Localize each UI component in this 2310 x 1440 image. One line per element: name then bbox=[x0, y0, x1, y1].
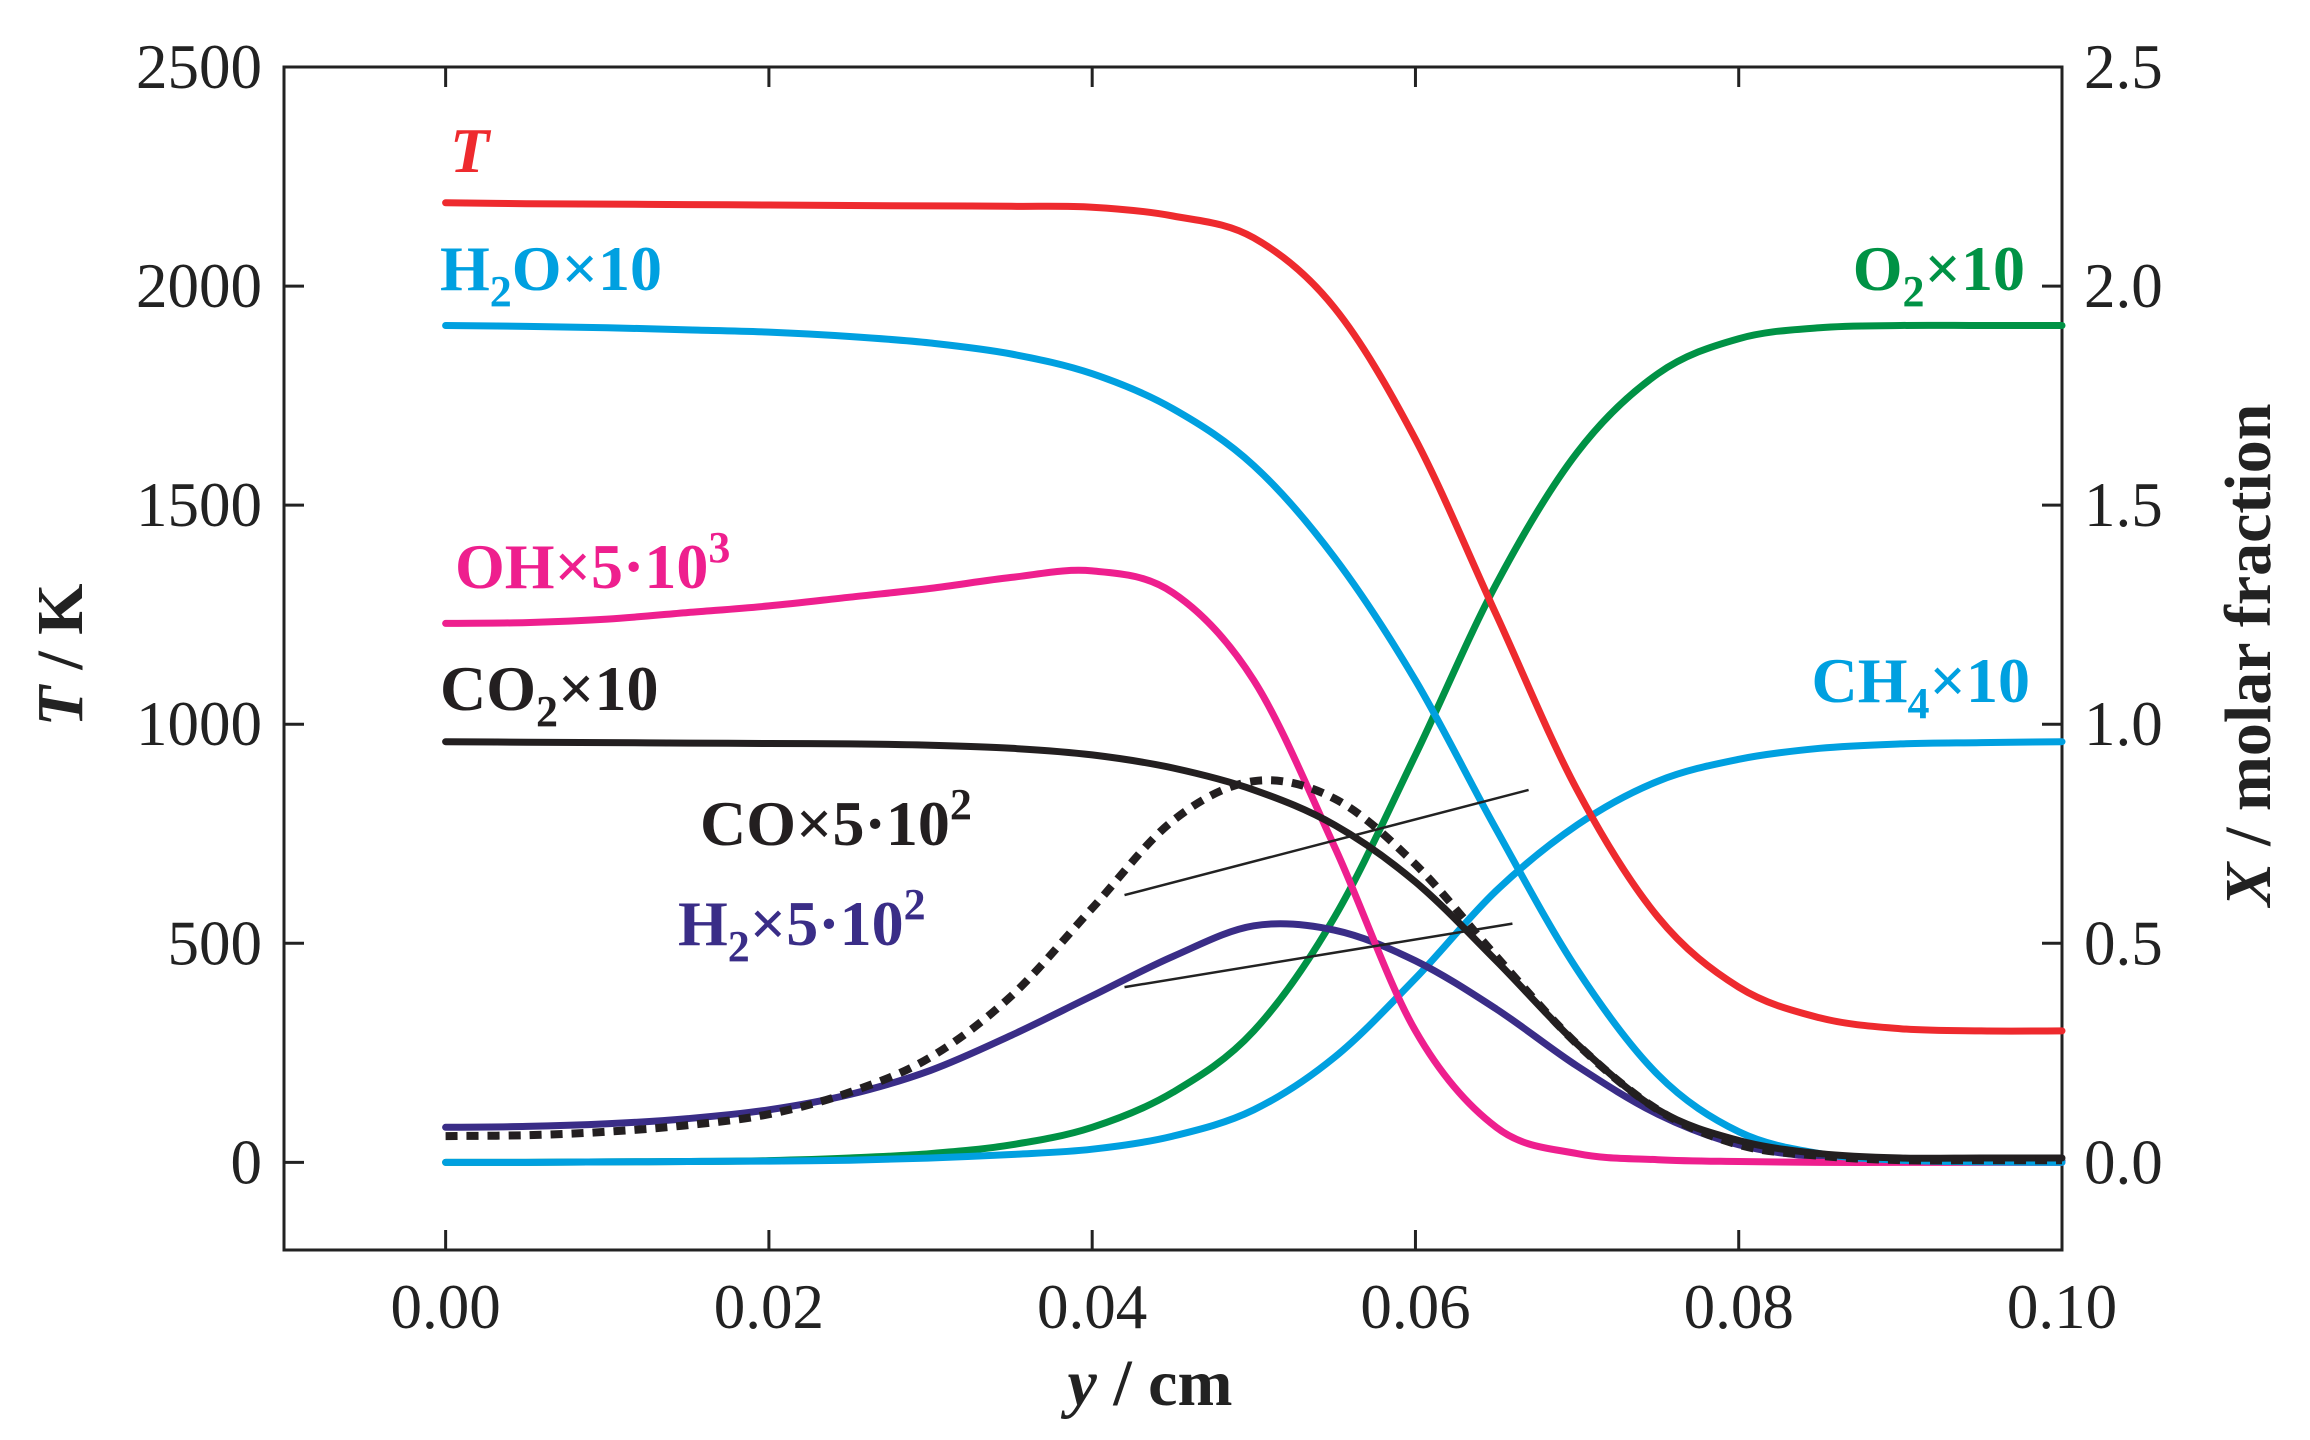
label-part-sub: 2 bbox=[1903, 267, 1925, 316]
label-part-sub: 2 bbox=[490, 267, 512, 316]
y-axis-ticks: 0 500 1000 1500 2000 2500 bbox=[136, 32, 304, 1197]
x-tick-label: 0.00 bbox=[391, 1272, 501, 1342]
leader-line-co bbox=[1124, 788, 1529, 897]
leader-line-h2 bbox=[1124, 922, 1513, 989]
x-tick-label: 0.08 bbox=[1684, 1272, 1794, 1342]
series-line-h2o bbox=[442, 322, 2066, 1166]
series-label-H2: H2×5·102 bbox=[678, 880, 926, 971]
label-part-sup: 2 bbox=[950, 780, 972, 829]
label-part-sub: 2 bbox=[536, 687, 558, 736]
series-line-t bbox=[442, 199, 2066, 1035]
label-part-base: CO bbox=[440, 653, 536, 724]
label-part-sub: 4 bbox=[1908, 679, 1930, 728]
y-tick-label: 1500 bbox=[136, 470, 262, 540]
series-line-ch4 bbox=[442, 738, 2066, 1166]
x-axis-unit: / cm bbox=[1097, 1347, 1233, 1420]
series-labels: TH2O×10OH×5·103CO2×10CO×5·102H2×5·102O2×… bbox=[440, 115, 2030, 971]
series-label-T: T bbox=[450, 115, 492, 186]
series-label-OH: OH×5·103 bbox=[455, 523, 730, 602]
label-part-base: O bbox=[1853, 233, 1903, 304]
y-tick-label: 1000 bbox=[136, 689, 262, 759]
y2-tick-label: 1.0 bbox=[2084, 689, 2163, 759]
x-tick-label: 0.02 bbox=[714, 1272, 824, 1342]
series-label-H2O: H2O×10 bbox=[440, 233, 662, 316]
label-part-base: ×5·10 bbox=[750, 888, 904, 959]
series-label-CH4: CH4×10 bbox=[1812, 645, 2030, 728]
y2-axis-variable: X bbox=[2212, 860, 2285, 908]
series-label-CO2: CO2×10 bbox=[440, 653, 658, 736]
y-axis-unit: / K bbox=[24, 583, 97, 686]
label-part-base: ×10 bbox=[1930, 645, 2030, 716]
y-tick-label: 2500 bbox=[136, 32, 262, 102]
x-tick-label: 0.10 bbox=[2007, 1272, 2117, 1342]
label-part-sup: 3 bbox=[708, 523, 730, 572]
label-part-base: CO×5·10 bbox=[700, 788, 950, 859]
x-axis-title: y / cm bbox=[1061, 1347, 1233, 1420]
y2-tick-label: 0.5 bbox=[2084, 908, 2163, 978]
x-axis-ticks: 0.00 0.02 0.04 0.06 0.08 0.10 bbox=[391, 67, 2117, 1342]
label-part-base: ×10 bbox=[558, 653, 658, 724]
x-tick-label: 0.06 bbox=[1360, 1272, 1470, 1342]
label-part-sub: 2 bbox=[728, 922, 750, 971]
y2-tick-label: 1.5 bbox=[2084, 470, 2163, 540]
label-part-base: CH bbox=[1812, 645, 1908, 716]
series-lines bbox=[442, 199, 2066, 1166]
y-axis-title: T / K bbox=[24, 583, 97, 726]
series-label-CO: CO×5·102 bbox=[700, 780, 972, 859]
y-tick-label: 0 bbox=[231, 1127, 263, 1197]
label-part-base: T bbox=[450, 115, 492, 186]
series-line-co bbox=[445, 776, 2062, 1165]
label-part-base: H bbox=[440, 233, 490, 304]
y2-axis-title: X / molar fraction bbox=[2212, 404, 2285, 909]
label-part-base: OH×5·10 bbox=[455, 531, 708, 602]
y2-tick-label: 0.0 bbox=[2084, 1127, 2163, 1197]
label-part-base: H bbox=[678, 888, 728, 959]
label-part-sup: 2 bbox=[904, 880, 926, 929]
series-label-O2: O2×10 bbox=[1853, 233, 2025, 316]
y-tick-label: 2000 bbox=[136, 251, 262, 321]
x-axis-variable: y bbox=[1061, 1347, 1098, 1420]
y-axis-variable: T bbox=[24, 684, 97, 727]
y2-tick-label: 2.0 bbox=[2084, 251, 2163, 321]
label-part-base: O×10 bbox=[512, 233, 662, 304]
label-part-base: ×10 bbox=[1925, 233, 2025, 304]
x-tick-label: 0.04 bbox=[1037, 1272, 1147, 1342]
y-tick-label: 500 bbox=[168, 908, 263, 978]
series-line-oh bbox=[442, 566, 2066, 1166]
leader-lines bbox=[1124, 788, 1529, 989]
y2-axis-ticks: 0.0 0.5 1.0 1.5 2.0 2.5 bbox=[2042, 32, 2163, 1197]
y2-tick-label: 2.5 bbox=[2084, 32, 2163, 102]
y2-axis-unit: / molar fraction bbox=[2212, 404, 2285, 863]
plot-frame bbox=[282, 65, 2064, 1252]
